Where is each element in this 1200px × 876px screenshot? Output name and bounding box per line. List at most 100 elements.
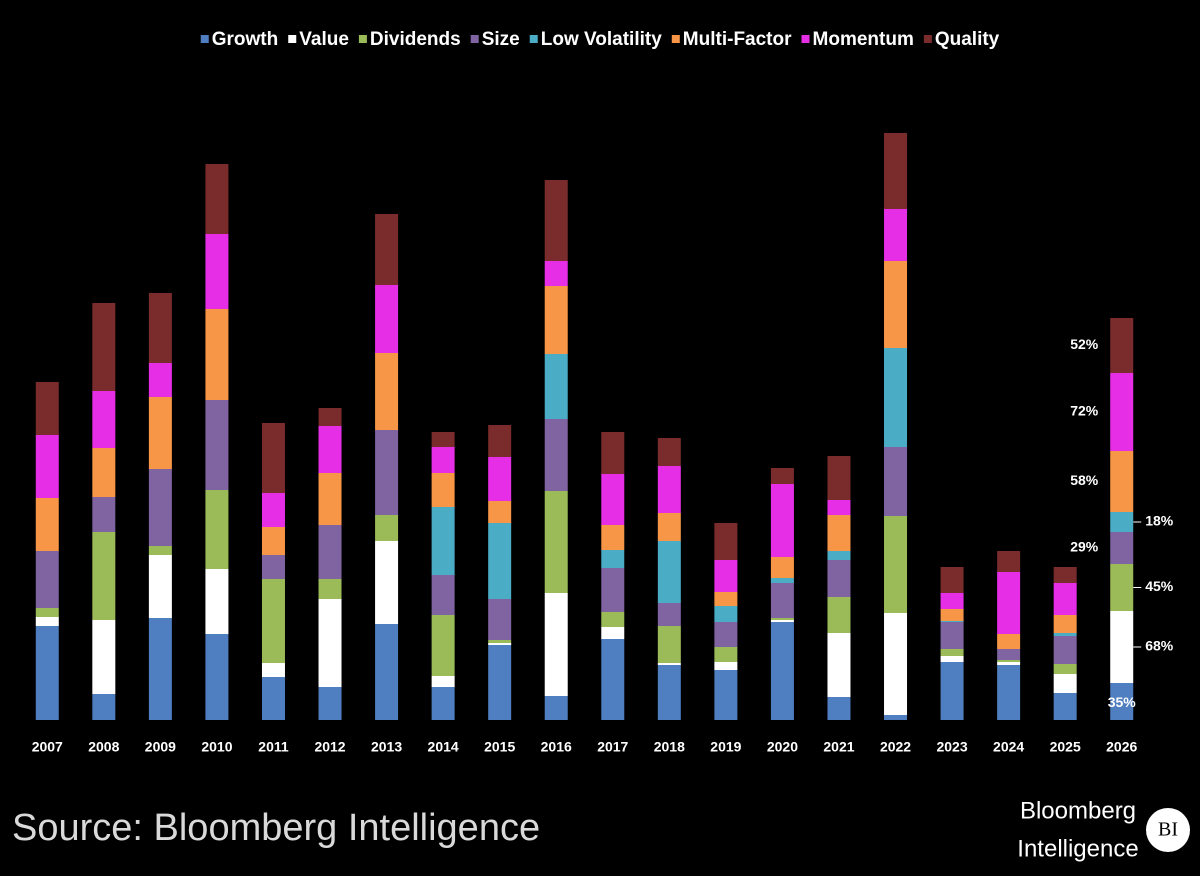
bar-segment <box>318 408 342 426</box>
bar-segment <box>488 457 512 501</box>
bar-segment <box>657 541 681 603</box>
bar-segment <box>431 473 455 507</box>
bar-segment <box>1053 615 1077 633</box>
bar-segment <box>488 501 512 523</box>
bar-segment <box>488 425 512 457</box>
bar-segment <box>884 715 908 720</box>
bar-segment <box>1053 693 1077 720</box>
bar-segment <box>1053 567 1077 583</box>
x-tick-label: 2013 <box>371 739 402 755</box>
bar-segment <box>940 649 964 656</box>
data-label: 72% <box>1070 403 1099 419</box>
bar-segment <box>35 626 59 720</box>
bar-segment <box>375 353 399 430</box>
bar-segment <box>657 665 681 720</box>
legend-swatch <box>358 35 367 43</box>
brand-line: Bloomberg <box>1020 797 1136 824</box>
x-tick-label: 2025 <box>1050 739 1081 755</box>
legend-label: Dividends <box>370 29 461 50</box>
bar-segment <box>261 579 285 663</box>
bar-segment <box>657 626 681 663</box>
legend-swatch <box>801 35 810 43</box>
x-tick-label: 2011 <box>258 739 289 755</box>
bar-segment <box>770 618 794 620</box>
x-tick-label: 2021 <box>823 739 854 755</box>
bar-segment <box>544 593 568 696</box>
bar-segment <box>261 677 285 720</box>
bar-segment <box>1110 532 1134 564</box>
bar-segment <box>318 473 342 525</box>
bar-segment <box>1110 564 1134 611</box>
legend-swatch <box>671 35 680 43</box>
bar-segment <box>35 435 59 498</box>
bar-segment <box>92 391 116 448</box>
bar-segment <box>940 593 964 609</box>
bar-segment <box>714 662 738 670</box>
bar-segment <box>997 572 1021 634</box>
bar-segment <box>488 523 512 599</box>
legend-swatch <box>288 35 297 43</box>
bar-segment <box>1110 683 1134 720</box>
x-tick-label: 2008 <box>88 739 119 755</box>
x-tick-label: 2023 <box>936 739 967 755</box>
bar-segment <box>544 180 568 261</box>
x-tick-label: 2017 <box>597 739 628 755</box>
bar-segment <box>318 525 342 579</box>
bar-segment <box>488 599 512 640</box>
data-label: 52% <box>1070 336 1099 352</box>
legend-swatch <box>200 35 209 43</box>
x-tick-label: 2019 <box>710 739 741 755</box>
bar-segment <box>884 133 908 209</box>
bar-segment <box>92 448 116 497</box>
bar-segment <box>601 525 625 550</box>
bar-segment <box>261 493 285 527</box>
source-note: Source: Bloomberg Intelligence <box>12 807 540 849</box>
bar-segment <box>714 592 738 606</box>
bar-segment <box>488 643 512 645</box>
bar-segment <box>714 670 738 720</box>
bar-segment <box>601 474 625 525</box>
brand-badge <box>1146 808 1190 852</box>
legend-label: Growth <box>212 29 279 50</box>
bar-segment <box>148 293 172 363</box>
bar-segment <box>488 640 512 643</box>
bar-segment <box>205 634 229 720</box>
bar-segment <box>261 663 285 677</box>
bar-segment <box>827 697 851 720</box>
bar-segment <box>375 430 399 515</box>
legend-label: Low Volatility <box>541 29 662 50</box>
x-tick-label: 2014 <box>428 739 459 755</box>
bar-segment <box>35 608 59 617</box>
data-label: 18% <box>1145 513 1174 529</box>
legend-label: Quality <box>935 29 1000 50</box>
bar-segment <box>431 615 455 676</box>
bar-segment <box>1110 373 1134 451</box>
bar-segment <box>997 551 1021 572</box>
bar-segment <box>940 609 964 621</box>
bar-segment <box>827 515 851 551</box>
bar-segment <box>431 575 455 615</box>
bar-segment <box>375 624 399 720</box>
x-tick-label: 2024 <box>993 739 1024 755</box>
bar-segment <box>1053 674 1077 693</box>
bar-segment <box>940 662 964 720</box>
bar-segment <box>375 541 399 624</box>
bar-segment <box>205 309 229 400</box>
x-tick-label: 2026 <box>1106 739 1137 755</box>
bar-segment <box>657 438 681 466</box>
data-label: 45% <box>1145 578 1174 594</box>
bar-segment <box>148 555 172 618</box>
bar-segment <box>205 569 229 634</box>
bar-segment <box>1053 636 1077 664</box>
bar-segment <box>431 447 455 473</box>
bar-segment <box>318 687 342 720</box>
data-label: 58% <box>1070 472 1099 488</box>
bar-segment <box>601 627 625 639</box>
bar-segment <box>35 382 59 435</box>
x-tick-label: 2022 <box>880 739 911 755</box>
bar-segment <box>997 649 1021 660</box>
legend-label: Value <box>299 29 349 50</box>
bar-segment <box>884 209 908 261</box>
bar-segment <box>940 621 964 622</box>
